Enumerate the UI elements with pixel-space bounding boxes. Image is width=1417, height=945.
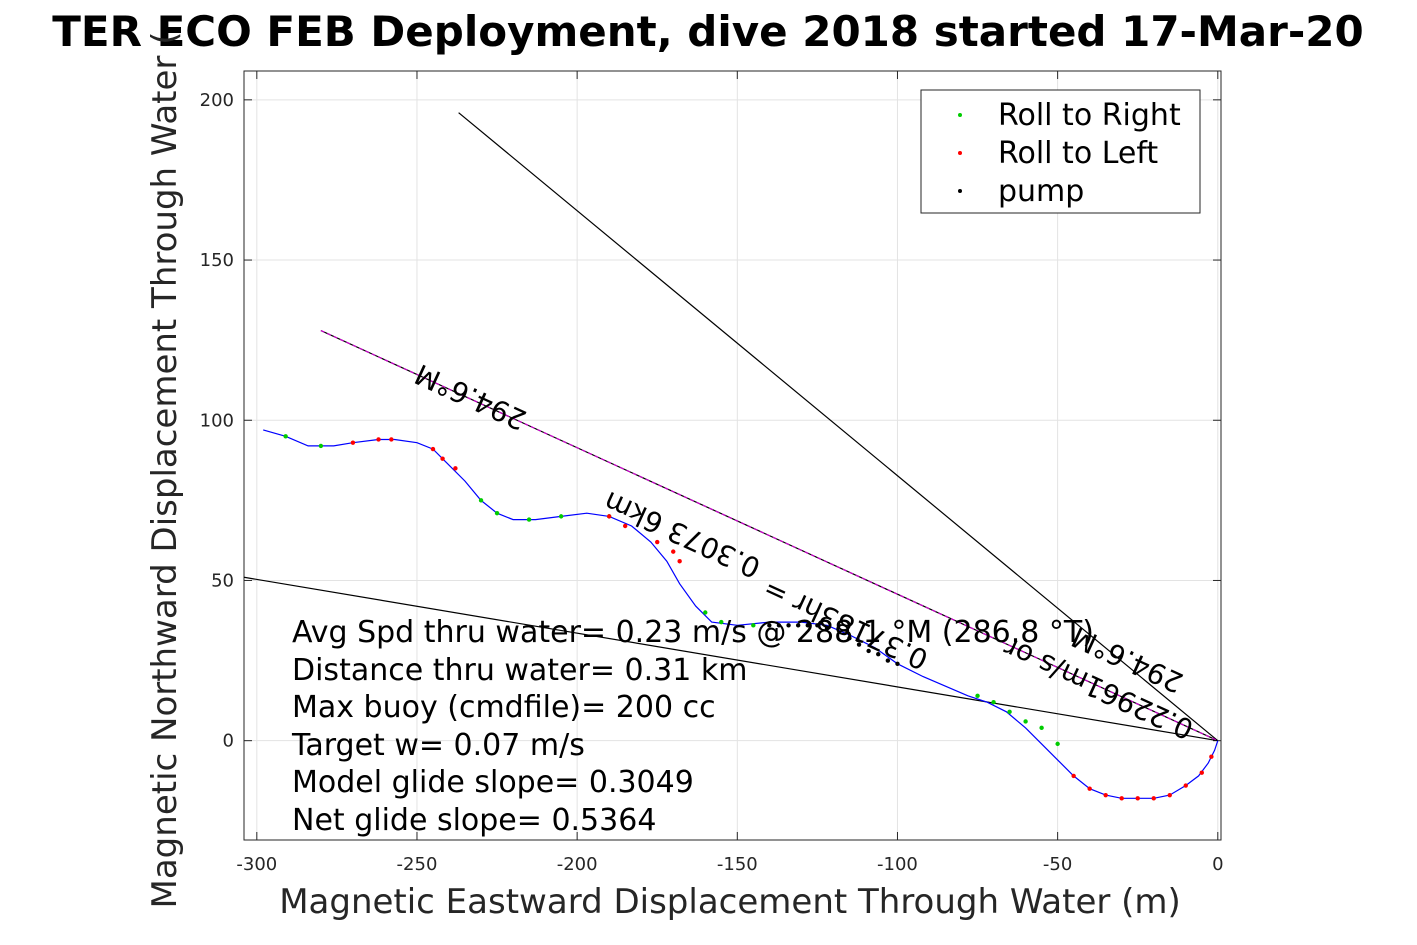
roll-right-point bbox=[719, 619, 724, 625]
x-tick-label: -100 bbox=[877, 854, 918, 875]
roll-left-point bbox=[389, 437, 394, 442]
legend-label-roll-right: Roll to Right bbox=[998, 98, 1181, 133]
heading-line bbox=[320, 329, 1219, 742]
roll-right-point bbox=[478, 498, 484, 503]
roll-right-point bbox=[703, 610, 708, 615]
x-axis-label: Magnetic Eastward Displacement Through W… bbox=[279, 882, 1181, 922]
pump-point bbox=[895, 661, 900, 666]
roll-left-point bbox=[1103, 792, 1108, 798]
roll-left-point bbox=[1087, 786, 1092, 791]
y-axis-label: Magnetic Northward Displacement Through … bbox=[145, 32, 185, 909]
rotated-annotation: 0.3073 6km bbox=[599, 485, 766, 585]
roll-left-point bbox=[677, 559, 682, 564]
roll-right-point bbox=[1023, 719, 1028, 724]
marker-layer bbox=[283, 434, 1214, 801]
roll-left-point bbox=[1119, 796, 1124, 801]
x-tick-label: -200 bbox=[557, 854, 598, 875]
reference-line bbox=[458, 112, 1219, 742]
stat-model-glide: Model glide slope= 0.3049 bbox=[292, 765, 694, 800]
roll-left-point bbox=[440, 456, 445, 461]
roll-right-point bbox=[975, 693, 980, 699]
roll-left-point bbox=[606, 514, 612, 519]
stat-avg-speed: Avg Spd thru water= 0.23 m/s @ 288.1 °M … bbox=[292, 615, 1094, 650]
pump-point bbox=[824, 626, 830, 631]
legend-label-roll-left: Roll to Left bbox=[998, 136, 1158, 171]
roll-left-point bbox=[1183, 783, 1188, 788]
reference-line bbox=[243, 576, 1218, 742]
stat-target-w: Target w= 0.07 m/s bbox=[291, 728, 585, 763]
rotated-annotation: 294.6°M bbox=[410, 357, 531, 436]
stat-net-glide: Net glide slope= 0.5364 bbox=[292, 803, 656, 838]
glider-track bbox=[263, 429, 1219, 799]
stat-distance: Distance thru water= 0.31 km bbox=[292, 653, 747, 688]
pump-point bbox=[786, 623, 791, 628]
roll-left-point bbox=[655, 539, 660, 545]
x-tick-label: 0 bbox=[1212, 854, 1223, 875]
roll-right-point bbox=[494, 510, 500, 516]
legend-label-pump: pump bbox=[998, 174, 1084, 209]
reference-lines bbox=[243, 112, 1219, 742]
roll-left-point bbox=[622, 523, 628, 529]
roll-right-point bbox=[318, 443, 324, 449]
roll-right-point bbox=[283, 434, 288, 439]
legend-marker-pump bbox=[958, 189, 962, 193]
y-tick-label: 50 bbox=[211, 570, 234, 591]
roll-left-point bbox=[350, 440, 356, 445]
y-tick-label: 200 bbox=[200, 90, 234, 111]
legend-box bbox=[920, 89, 1201, 214]
pump-point bbox=[795, 623, 801, 628]
roll-left-point bbox=[1151, 796, 1156, 801]
roll-left-point bbox=[1071, 773, 1076, 779]
legend: Roll to Right Roll to Left pump bbox=[920, 89, 1201, 214]
roll-right-point bbox=[1055, 741, 1060, 747]
x-tick-label: -50 bbox=[1043, 854, 1072, 875]
stat-max-buoy: Max buoy (cmdfile)= 200 cc bbox=[292, 690, 716, 725]
pump-point bbox=[885, 658, 891, 663]
y-tick-label: 0 bbox=[223, 731, 234, 752]
axis-ticks: -300 -250 -200 -150 -100 -50 0 0 50 100 150 200 bbox=[200, 71, 1224, 875]
pump-point bbox=[866, 648, 871, 654]
x-tick-label: -250 bbox=[397, 854, 438, 875]
roll-right-point bbox=[1007, 709, 1012, 715]
roll-left-point bbox=[1167, 792, 1172, 798]
legend-marker-roll-right bbox=[958, 113, 962, 117]
x-tick-label: -150 bbox=[717, 854, 758, 875]
roll-left-point bbox=[1209, 754, 1214, 759]
pump-point bbox=[847, 635, 852, 641]
stats-block: Avg Spd thru water= 0.23 m/s @ 288.1 °M … bbox=[291, 615, 1094, 838]
roll-left-point bbox=[1199, 770, 1204, 775]
track-layer bbox=[263, 429, 1219, 799]
roll-right-point bbox=[1039, 725, 1044, 731]
roll-right-point bbox=[991, 700, 996, 705]
y-tick-label: 150 bbox=[200, 250, 234, 271]
roll-right-point bbox=[558, 514, 564, 519]
chart-title: TER ECO FEB Deployment, dive 2018 starte… bbox=[52, 7, 1363, 56]
roll-right-point bbox=[751, 623, 756, 628]
roll-left-point bbox=[1135, 796, 1140, 801]
pump-point bbox=[805, 623, 810, 628]
axes-box bbox=[243, 70, 1222, 841]
x-tick-label: -300 bbox=[236, 854, 277, 875]
roll-right-point bbox=[526, 517, 532, 522]
legend-marker-roll-left bbox=[958, 151, 962, 155]
roll-left-point bbox=[453, 466, 458, 471]
pump-point bbox=[767, 623, 772, 628]
roll-left-point bbox=[376, 437, 381, 442]
roll-left-point bbox=[671, 549, 676, 554]
pump-point bbox=[815, 623, 820, 628]
pump-point bbox=[776, 623, 782, 628]
pump-point bbox=[856, 642, 862, 647]
roll-left-point bbox=[430, 446, 436, 452]
pump-point bbox=[876, 651, 881, 657]
y-tick-label: 100 bbox=[200, 410, 234, 431]
